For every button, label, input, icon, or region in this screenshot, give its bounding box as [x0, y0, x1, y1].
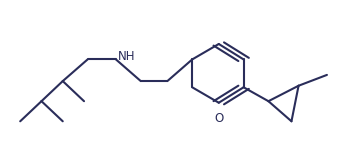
- Text: O: O: [214, 112, 224, 125]
- Text: NH: NH: [118, 50, 135, 63]
